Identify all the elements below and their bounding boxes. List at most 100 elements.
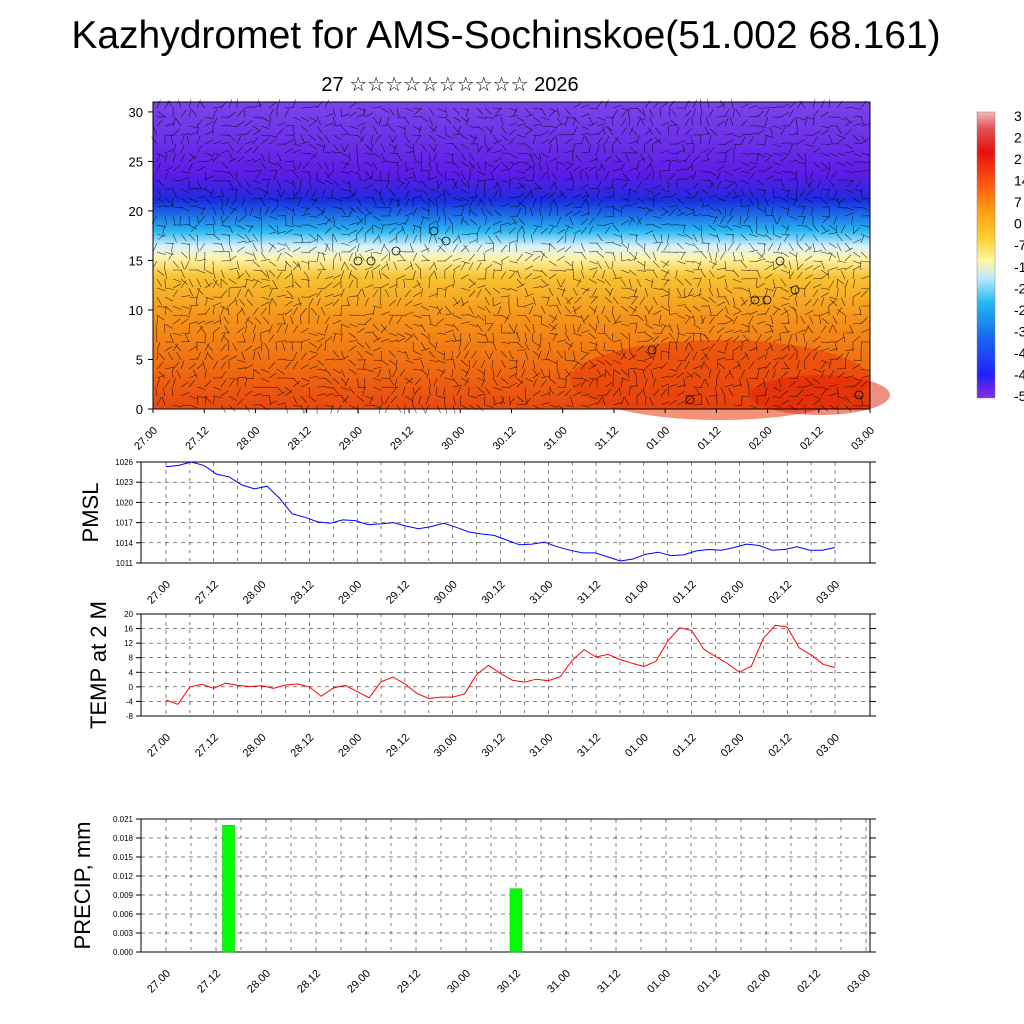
wind-barb xyxy=(404,311,414,316)
wind-barb xyxy=(524,395,529,405)
wind-barb xyxy=(516,380,524,388)
wind-barb xyxy=(476,314,485,321)
wind-barb xyxy=(304,188,310,198)
wind-barb xyxy=(772,357,782,361)
wind-barb xyxy=(660,269,670,274)
wind-barb xyxy=(596,278,606,284)
wind-barb xyxy=(628,354,637,361)
wind-barb xyxy=(220,188,225,198)
wind-barb xyxy=(540,197,542,208)
pmsl-x-tick-label: 03.00 xyxy=(814,579,842,607)
wind-barb xyxy=(340,242,350,246)
wind-barb xyxy=(312,197,318,206)
wind-barb xyxy=(244,259,254,262)
wind-barb xyxy=(180,295,190,298)
wind-barb xyxy=(468,239,478,244)
wind-barb xyxy=(180,251,188,259)
wind-barb xyxy=(740,205,750,208)
wind-barb xyxy=(396,107,400,117)
wind-barb xyxy=(564,389,572,397)
wind-barb xyxy=(556,122,566,127)
wind-barb xyxy=(428,314,432,324)
wind-barb xyxy=(764,288,769,298)
wind-barb xyxy=(340,261,345,271)
wind-barb xyxy=(628,314,639,316)
wind-barb xyxy=(332,116,336,126)
wind-barb xyxy=(852,292,861,298)
wind-barb xyxy=(692,242,699,251)
wind-barb xyxy=(412,358,422,361)
wind-barb xyxy=(529,153,534,163)
pmsl-x-tick-label: 31.00 xyxy=(527,579,555,607)
wind-barb xyxy=(724,342,729,352)
wind-barb xyxy=(572,361,579,370)
wind-barb xyxy=(652,260,660,268)
colorbar-label: 2 xyxy=(1014,130,1022,146)
wind-barb xyxy=(676,233,686,237)
wind-barb xyxy=(716,180,722,190)
wind-barb xyxy=(560,278,566,288)
wind-barb xyxy=(292,404,302,408)
wind-barb xyxy=(260,188,269,194)
wind-barb xyxy=(609,287,614,297)
wind-barb xyxy=(259,206,262,216)
wind-barb xyxy=(652,269,658,279)
wind-barb xyxy=(620,233,623,243)
wind-barb xyxy=(452,197,462,201)
pmsl-x-tick-label: 31.12 xyxy=(575,579,603,607)
wind-barb xyxy=(635,378,638,388)
wind-barb xyxy=(803,288,806,298)
heatmap-x-tick-label: 28.00 xyxy=(235,425,263,453)
wind-barb xyxy=(588,144,591,154)
wind-barb xyxy=(252,369,255,379)
wind-barb xyxy=(852,142,863,145)
wind-barb xyxy=(372,206,383,208)
wind-barb xyxy=(436,181,443,190)
wind-barb xyxy=(700,188,709,195)
wind-barb xyxy=(380,350,382,361)
wind-barb xyxy=(468,261,474,271)
temp-y-tick-label: -8 xyxy=(126,712,134,721)
wind-barb xyxy=(628,216,634,226)
wind-barb xyxy=(660,362,668,370)
wind-barb xyxy=(740,233,748,241)
wind-barb xyxy=(732,224,742,229)
wind-barb xyxy=(644,138,653,145)
wind-barb xyxy=(276,340,286,343)
pmsl-x-tick-label: 28.00 xyxy=(241,579,269,607)
wind-barb xyxy=(252,125,261,132)
wind-barb xyxy=(324,377,333,384)
wind-barb xyxy=(260,296,270,300)
wind-barb xyxy=(164,269,168,279)
wind-barb xyxy=(186,135,190,145)
wind-barb xyxy=(404,234,409,244)
wind-barb xyxy=(372,224,374,235)
wind-barb xyxy=(236,260,240,270)
wind-barb xyxy=(828,224,837,231)
wind-barb xyxy=(724,170,733,177)
wind-barb xyxy=(244,158,254,163)
wind-barb xyxy=(764,152,774,157)
wind-barb xyxy=(724,329,734,334)
wind-barb xyxy=(764,107,775,109)
wind-barb xyxy=(807,179,814,188)
wind-barb xyxy=(564,138,573,145)
wind-barb xyxy=(764,224,769,234)
wind-barb xyxy=(252,393,262,397)
wind-barb xyxy=(511,217,518,226)
wind-barb xyxy=(537,341,542,351)
wind-barb xyxy=(252,130,261,136)
wind-barb xyxy=(564,260,573,267)
wind-barb xyxy=(844,188,854,194)
wind-barb xyxy=(530,189,534,199)
warm-core-area xyxy=(750,375,890,415)
wind-barb xyxy=(164,251,174,255)
wind-barb xyxy=(388,359,397,366)
wind-barb xyxy=(837,309,846,316)
wind-barb xyxy=(236,359,246,363)
wind-barb xyxy=(748,269,759,272)
wind-barb xyxy=(452,339,462,343)
wind-barb xyxy=(812,161,820,169)
wind-barb xyxy=(372,289,379,298)
